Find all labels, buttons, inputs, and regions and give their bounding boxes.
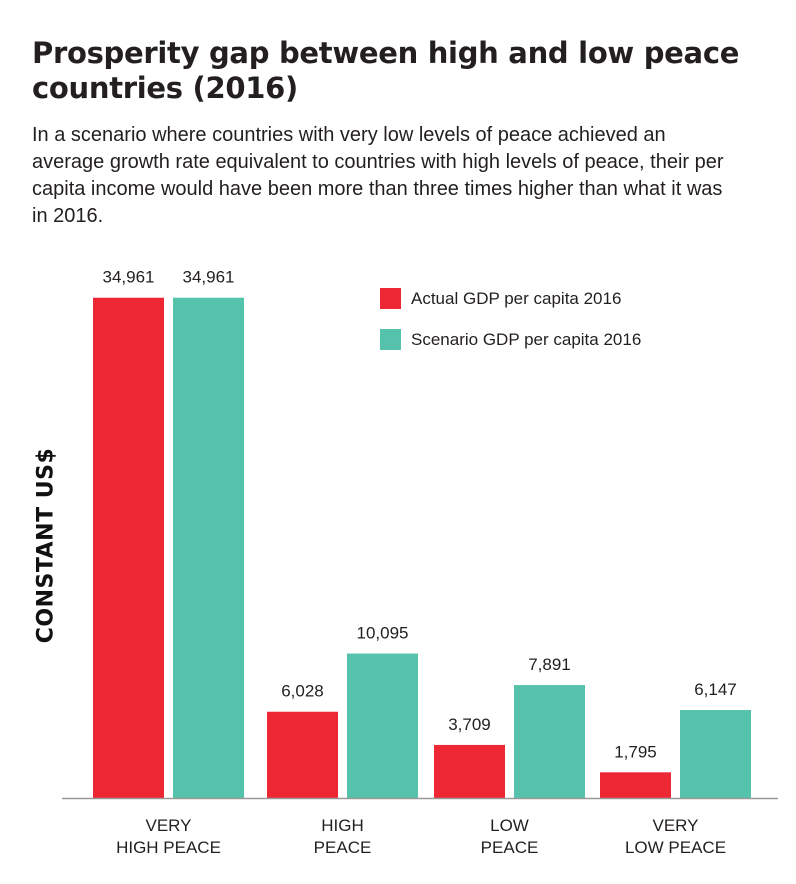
legend-swatch-actual [380, 288, 401, 309]
category-label-1-line-1: PEACE [314, 838, 372, 857]
data-label-actual-2: 3,709 [448, 715, 491, 734]
category-label-0-line-1: HIGH PEACE [116, 838, 221, 857]
category-label-3-line-1: LOW PEACE [625, 838, 726, 857]
category-label-1-line-0: HIGH [321, 816, 364, 835]
category-label-2-line-0: LOW [490, 816, 529, 835]
bar-actual-3 [600, 772, 671, 798]
category-label-2-line-1: PEACE [481, 838, 539, 857]
data-label-scenario-2: 7,891 [528, 655, 571, 674]
chart-title: Prosperity gap between high and low peac… [32, 36, 740, 105]
legend-label-actual: Actual GDP per capita 2016 [411, 289, 621, 308]
bar-chart: 34,961 34,961 VERY HIGH PEACE 6,028 10,095 HIG… [62, 268, 778, 857]
chart-subtitle: In a scenario where countries with very … [32, 124, 724, 227]
category-label-0-line-0: VERY [146, 816, 192, 835]
data-label-actual-1: 6,028 [281, 682, 324, 701]
data-label-actual-3: 1,795 [614, 742, 657, 761]
data-label-actual-0: 34,961 [103, 268, 155, 287]
bar-actual-2 [434, 744, 505, 798]
data-label-scenario-1: 10,095 [357, 624, 409, 643]
bar-scenario-2 [514, 685, 585, 798]
bar-scenario-3 [680, 710, 751, 798]
bar-actual-1 [267, 711, 338, 798]
bar-scenario-1 [347, 653, 418, 798]
bar-actual-0 [93, 297, 164, 798]
bar-scenario-0 [173, 297, 244, 798]
data-label-scenario-3: 6,147 [694, 680, 737, 699]
data-label-scenario-0: 34,961 [183, 268, 235, 287]
legend-label-scenario: Scenario GDP per capita 2016 [411, 330, 641, 349]
category-label-3-line-0: VERY [653, 816, 699, 835]
legend-swatch-scenario [380, 329, 401, 350]
